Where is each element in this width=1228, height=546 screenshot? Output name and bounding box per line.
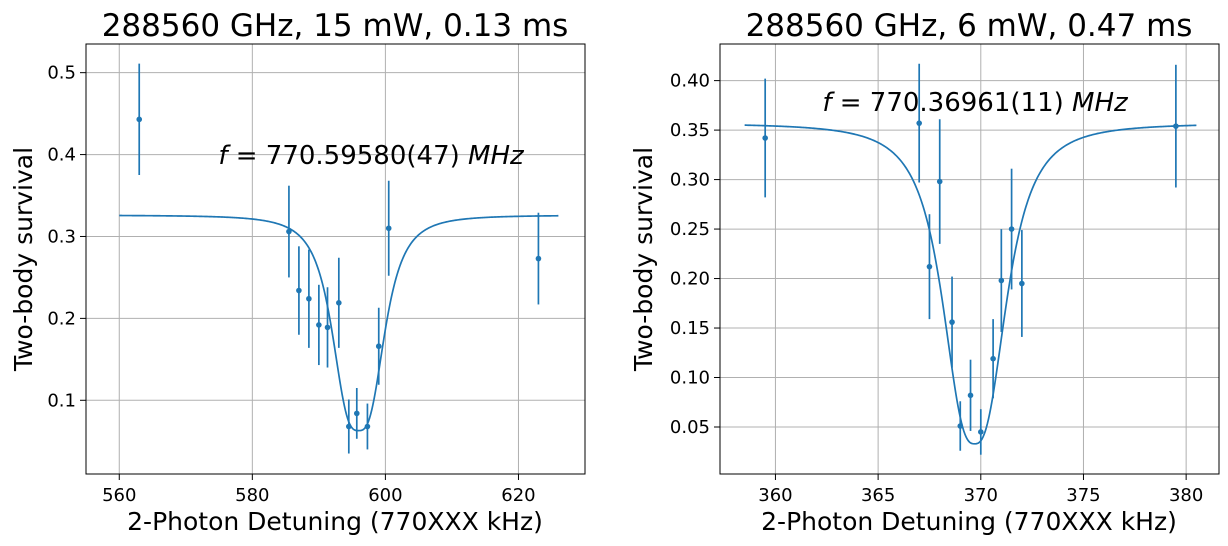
data-point xyxy=(346,423,352,430)
data-point xyxy=(977,429,984,435)
data-point xyxy=(324,324,331,331)
data-point xyxy=(926,263,933,270)
y-tick-label: 0.05 xyxy=(670,417,710,438)
x-tick-label: 375 xyxy=(1066,485,1100,506)
fit-annotation: f = 770.59580(47) MHz xyxy=(218,141,525,171)
chart-panel-left: 288560 GHz, 15 mW, 0.13 ms 560 580 600 620 0… xyxy=(9,8,586,536)
data-point xyxy=(306,295,312,302)
data-point xyxy=(936,178,943,185)
gridlines xyxy=(86,44,585,474)
data-point xyxy=(1019,280,1025,287)
y-tick-label: 0.40 xyxy=(670,71,710,92)
x-tick-label: 620 xyxy=(501,485,535,506)
fit-curve xyxy=(119,214,559,432)
axis-ticks: 360 365 370 375 380 0.05 0.10 0.15 0.20 0.25 0.30 0… xyxy=(670,71,1203,506)
plot-frame xyxy=(719,43,1220,475)
chart-panel-right: 288560 GHz, 6 mW, 0.47 ms 360 365 370 375 38… xyxy=(629,8,1220,536)
y-tick-label: 0.30 xyxy=(670,170,710,191)
data-point xyxy=(535,255,542,262)
data-point xyxy=(1008,226,1015,232)
x-tick-label: 560 xyxy=(102,485,136,506)
x-tick-label: 580 xyxy=(235,485,269,506)
y-tick-label: 0.10 xyxy=(670,368,710,389)
fit-curve-group xyxy=(119,214,559,432)
axis-ticks: 560 580 600 620 0.1 0.2 0.3 0.4 0.5 xyxy=(47,63,535,506)
data-point xyxy=(286,228,292,235)
data-point xyxy=(353,410,360,417)
y-tick-label: 0.35 xyxy=(670,120,710,141)
data-point xyxy=(762,135,768,141)
x-tick-label: 360 xyxy=(758,485,792,506)
y-tick-label: 0.3 xyxy=(47,226,76,247)
data-point xyxy=(967,392,974,399)
y-tick-label: 0.5 xyxy=(47,63,76,84)
data-point xyxy=(364,423,371,430)
data-point xyxy=(385,225,392,232)
y-tick-label: 0.25 xyxy=(670,219,710,240)
x-tick-label: 600 xyxy=(368,485,402,506)
y-tick-label: 0.4 xyxy=(47,145,76,166)
data-points-group xyxy=(762,63,1179,455)
data-point xyxy=(296,287,302,294)
y-tick-label: 0.2 xyxy=(47,308,76,329)
data-point xyxy=(336,300,342,306)
data-point xyxy=(1173,123,1179,129)
chart-title: 288560 GHz, 15 mW, 0.13 ms xyxy=(102,8,569,44)
gridlines xyxy=(720,44,1219,474)
y-axis-label: Two-body survival xyxy=(9,147,38,372)
data-point xyxy=(375,343,382,350)
y-axis-label: Two-body survival xyxy=(629,147,658,372)
data-point xyxy=(316,322,322,328)
chart-title: 288560 GHz, 6 mW, 0.47 ms xyxy=(746,8,1193,44)
data-point xyxy=(957,423,964,429)
y-tick-label: 0.15 xyxy=(670,318,710,339)
data-point xyxy=(916,120,922,126)
fit-annotation: f = 770.36961(11) MHz xyxy=(822,88,1129,118)
fit-curve xyxy=(744,124,1197,445)
plot-frame xyxy=(85,43,586,475)
data-point xyxy=(990,355,996,362)
x-tick-label: 380 xyxy=(1169,485,1203,506)
data-point xyxy=(136,116,143,123)
data-point xyxy=(949,319,955,325)
fit-curve-group xyxy=(744,124,1197,445)
y-tick-label: 0.1 xyxy=(47,390,76,411)
x-axis-label: 2-Photon Detuning (770XXX kHz) xyxy=(127,507,543,536)
x-axis-label: 2-Photon Detuning (770XXX kHz) xyxy=(761,507,1177,536)
data-points-group xyxy=(136,63,542,454)
data-point xyxy=(998,277,1005,284)
x-tick-label: 365 xyxy=(861,485,895,506)
y-tick-label: 0.20 xyxy=(670,269,710,290)
x-tick-label: 370 xyxy=(964,485,998,506)
